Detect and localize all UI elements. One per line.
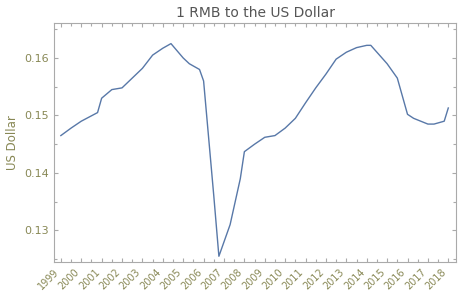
Title: 1 RMB to the US Dollar: 1 RMB to the US Dollar bbox=[176, 6, 334, 20]
Y-axis label: US Dollar: US Dollar bbox=[6, 115, 18, 170]
